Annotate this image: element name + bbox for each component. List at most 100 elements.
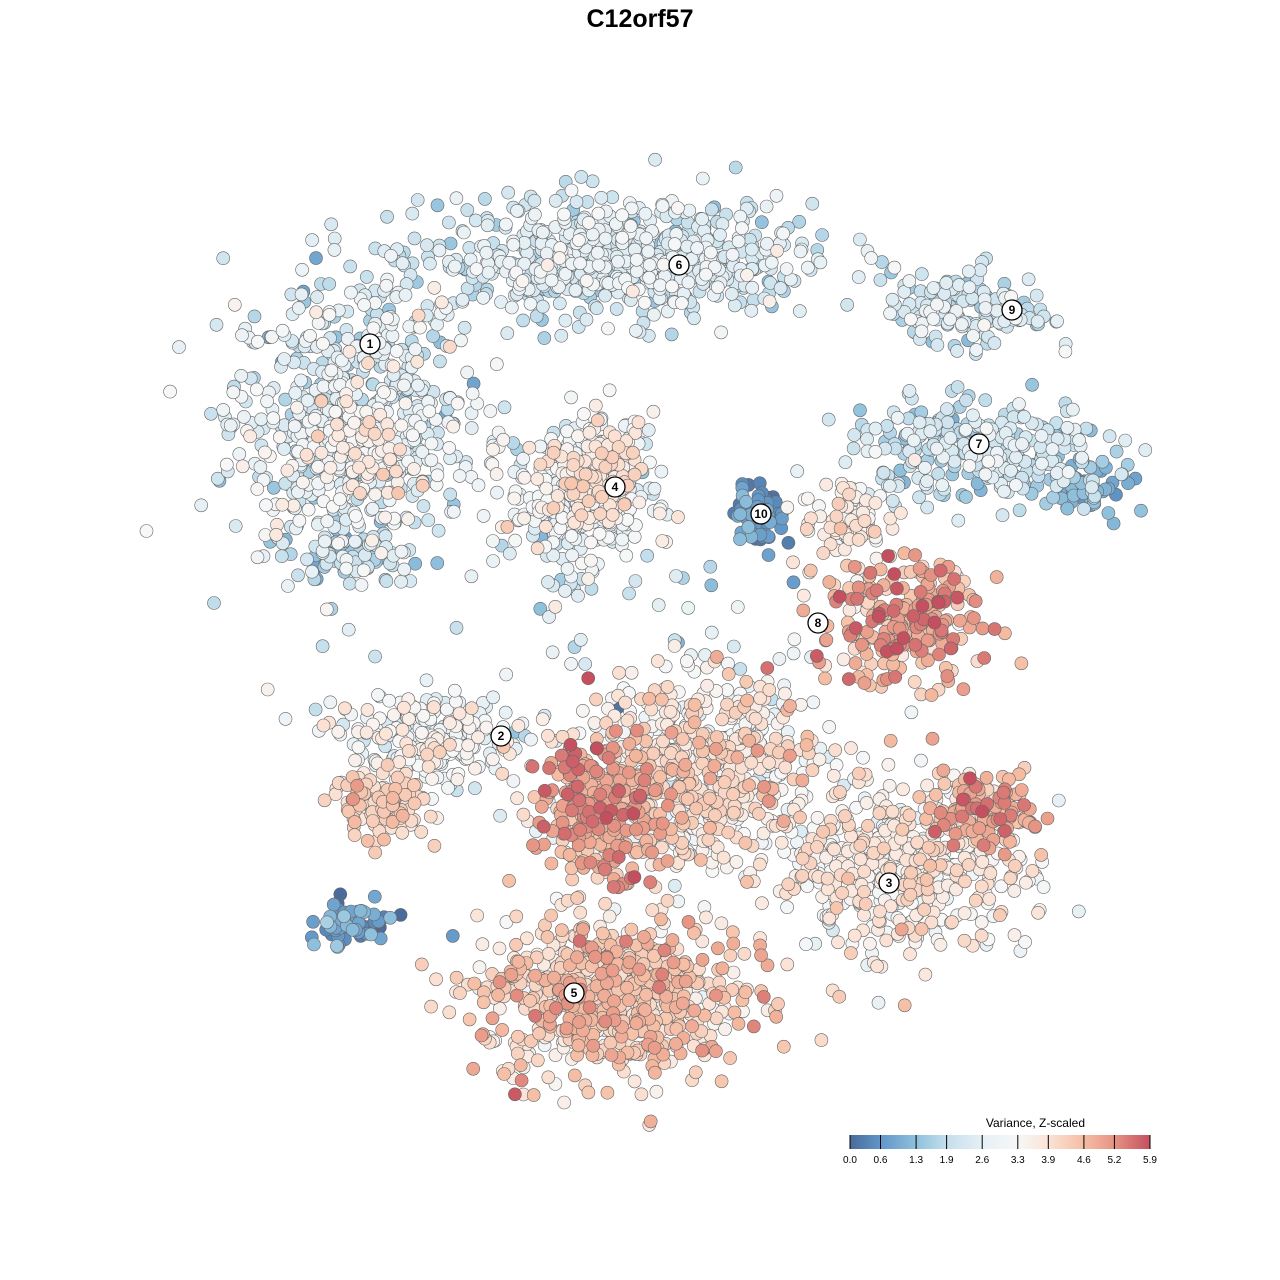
data-point — [796, 588, 811, 603]
data-point — [457, 225, 471, 240]
data-point — [620, 713, 635, 728]
data-point — [546, 445, 561, 460]
data-point — [642, 258, 657, 272]
data-point — [464, 421, 479, 435]
data-point — [495, 766, 510, 781]
data-point — [368, 487, 383, 502]
data-point — [260, 682, 275, 697]
data-point — [292, 513, 307, 528]
data-point — [277, 352, 292, 366]
data-point — [861, 818, 875, 833]
data-point — [569, 195, 584, 209]
data-point — [699, 910, 713, 925]
data-point — [632, 495, 647, 510]
data-point — [1109, 444, 1124, 459]
data-point — [401, 512, 415, 526]
data-point — [637, 295, 652, 310]
data-point — [721, 667, 736, 681]
data-point — [380, 311, 395, 326]
data-point — [689, 801, 704, 816]
data-point — [1138, 443, 1153, 457]
data-point — [316, 718, 331, 733]
data-point — [584, 535, 598, 550]
data-point — [795, 868, 810, 883]
data-point — [405, 428, 420, 443]
data-point — [893, 506, 908, 520]
data-point — [1009, 478, 1023, 492]
data-point — [576, 479, 590, 494]
data-point — [1118, 433, 1132, 448]
data-point — [883, 306, 897, 321]
data-point — [1060, 420, 1075, 435]
data-point — [235, 328, 249, 343]
data-point — [615, 532, 629, 547]
data-point — [951, 513, 966, 528]
data-point — [581, 216, 596, 230]
data-point — [906, 433, 921, 448]
data-point — [962, 459, 977, 473]
data-point — [667, 237, 682, 251]
data-point — [381, 427, 396, 442]
data-point — [1046, 490, 1060, 505]
data-point — [671, 510, 685, 524]
data-point — [726, 787, 740, 802]
data-point — [431, 523, 446, 538]
data-point — [542, 610, 556, 624]
data-point — [776, 226, 791, 241]
data-point — [560, 561, 575, 576]
data-point — [997, 484, 1011, 499]
data-point — [759, 199, 774, 214]
data-point — [343, 259, 358, 274]
data-point — [737, 946, 752, 961]
data-point — [545, 645, 560, 660]
data-point — [594, 446, 609, 461]
data-point — [544, 908, 558, 923]
data-point — [464, 701, 479, 716]
data-point — [880, 419, 894, 433]
data-point — [506, 237, 521, 252]
data-point — [564, 476, 579, 491]
data-point — [272, 430, 287, 445]
data-point — [410, 354, 425, 369]
data-point — [1012, 503, 1027, 518]
data-point — [844, 741, 858, 755]
data-point — [652, 506, 667, 521]
data-point — [655, 199, 670, 213]
data-point — [539, 246, 554, 261]
data-point — [497, 400, 512, 415]
data-point — [500, 326, 515, 341]
data-point — [455, 292, 470, 307]
data-point — [309, 305, 324, 320]
data-point — [309, 251, 323, 265]
data-point — [359, 725, 374, 740]
data-point — [590, 413, 605, 428]
data-point — [591, 258, 606, 272]
data-point — [602, 909, 617, 924]
data-point — [316, 336, 330, 351]
data-point — [550, 489, 565, 503]
data-point — [485, 752, 500, 767]
data-point — [1052, 793, 1066, 808]
data-point — [577, 407, 591, 421]
data-point — [351, 740, 366, 755]
data-point — [558, 313, 573, 328]
data-point — [748, 711, 763, 726]
data-point — [1061, 465, 1076, 479]
data-point — [500, 520, 515, 534]
data-point — [1075, 450, 1089, 465]
data-point — [468, 761, 482, 776]
data-point — [234, 368, 248, 383]
data-point — [713, 228, 727, 242]
data-point — [532, 1026, 547, 1041]
data-point — [716, 850, 731, 865]
data-point — [360, 703, 375, 717]
data-point — [1077, 502, 1091, 516]
data-point — [448, 259, 462, 274]
data-point — [728, 160, 743, 175]
data-point — [499, 667, 514, 682]
data-point — [727, 298, 742, 313]
data-point — [795, 851, 810, 866]
data-point — [594, 191, 609, 205]
data-point — [695, 212, 709, 226]
